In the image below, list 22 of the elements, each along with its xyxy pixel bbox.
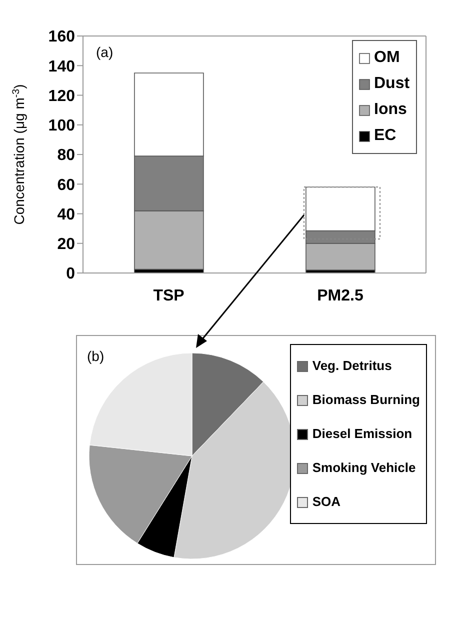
x-tick-label: PM2.5 [317, 287, 364, 304]
y-tick-label: 40 [57, 206, 76, 224]
legend-label: OM [374, 48, 400, 68]
y-tick-label: 140 [48, 58, 76, 76]
y-tick-label: 20 [57, 236, 76, 254]
y-tick-label: 100 [48, 118, 76, 135]
legend-label: Biomass Burning [312, 391, 420, 409]
legend-label: EC [374, 126, 396, 146]
text: (b) [87, 348, 104, 364]
y-tick-label: 80 [57, 147, 76, 164]
legend-label: Smoking Vehicle [312, 459, 416, 477]
y-tick-label: 60 [57, 176, 76, 194]
x-tick-label: TSP [153, 287, 185, 304]
annotation: (a) [96, 44, 114, 60]
legend-label: Ions [374, 100, 407, 120]
legend-label: SOA [312, 493, 341, 511]
legend-label: Veg. Detritus [312, 357, 392, 375]
y-tick-label: 160 [48, 28, 76, 46]
legend-label: Diesel Emission [312, 425, 412, 443]
y-tick-label: 0 [66, 266, 76, 283]
legend-label: Dust [374, 74, 410, 94]
y-tick-label: 120 [48, 88, 76, 105]
